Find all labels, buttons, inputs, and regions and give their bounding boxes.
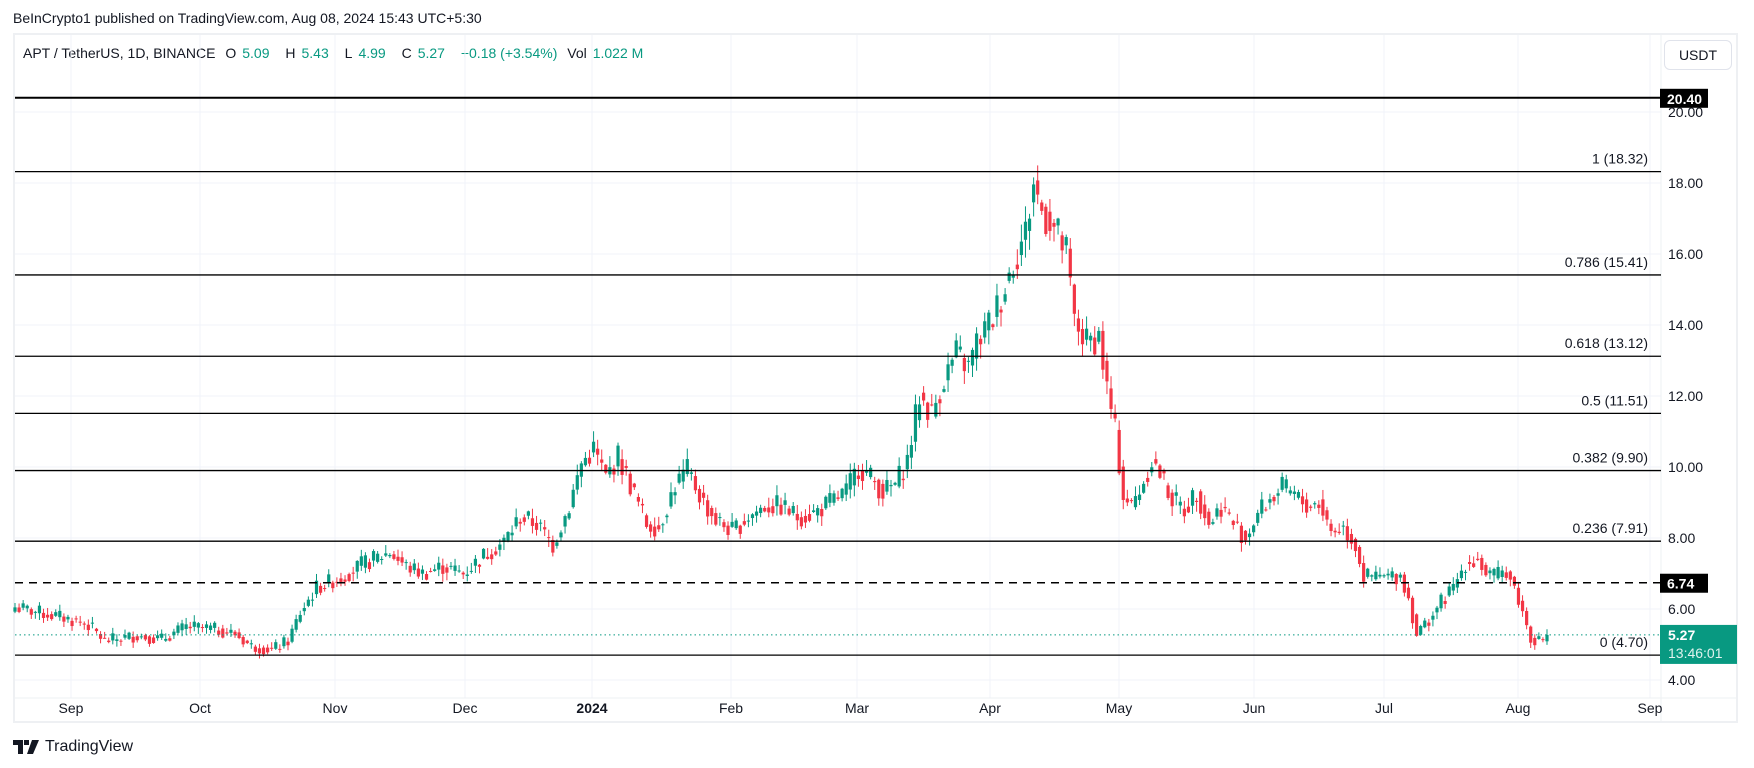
x-tick-label: Nov — [323, 700, 348, 716]
symbol-legend: APT / TetherUS, 1D, BINANCE O 5.09 H 5.43 … — [23, 45, 655, 61]
fib-level-label: 0.786 (15.41) — [1565, 254, 1648, 270]
y-tick-label: 16.00 — [1668, 246, 1703, 262]
price-tag-label: 6.74 — [1667, 576, 1694, 592]
tradingview-logo[interactable]: TradingView — [13, 738, 133, 756]
fib-level-label: 0.236 (7.91) — [1573, 520, 1649, 536]
fib-level-label: 0.382 (9.90) — [1573, 450, 1649, 466]
low-number: 4.99 — [358, 45, 386, 61]
y-tick-label: 18.00 — [1668, 175, 1703, 191]
publisher-caption: BeInCrypto1 published on TradingView.com… — [13, 10, 482, 26]
fib-level-label: 0 (4.70) — [1600, 634, 1648, 650]
open-value: O 5.09 — [225, 45, 275, 61]
y-tick-label: 14.00 — [1668, 317, 1703, 333]
y-tick-label: 20.00 — [1668, 104, 1703, 120]
open-label: O — [225, 45, 237, 61]
x-tick-label: May — [1106, 700, 1132, 716]
price-tag — [1660, 88, 1708, 108]
low-label: L — [344, 45, 353, 61]
tradingview-logo-text: TradingView — [45, 738, 134, 755]
close-number: 5.27 — [417, 45, 445, 61]
fib-level-label: 0.5 (11.51) — [1581, 392, 1648, 408]
x-tick-label: Sep — [1638, 700, 1663, 716]
y-tick-label: 12.00 — [1668, 388, 1703, 404]
current-price-label: 5.27 — [1668, 627, 1695, 643]
current-price-tag — [1660, 624, 1737, 664]
y-tick-label: 4.00 — [1668, 672, 1695, 688]
fib-level-label: 0.618 (13.12) — [1565, 335, 1648, 351]
x-tick-label: Feb — [719, 700, 743, 716]
x-tick-label: Jul — [1375, 700, 1393, 716]
x-tick-label: Mar — [845, 700, 869, 716]
low-value: L 4.99 — [345, 45, 392, 61]
volume-label: Vol — [567, 45, 587, 61]
y-tick-label: 6.00 — [1668, 601, 1695, 617]
price-tag-label: 20.40 — [1667, 91, 1702, 107]
x-tick-label: Dec — [453, 700, 478, 716]
high-value: H 5.43 — [285, 45, 334, 61]
candles — [13, 165, 1549, 659]
volume-number: 1.022 M — [592, 45, 644, 61]
fib-level-label: 1 (18.32) — [1592, 151, 1648, 167]
x-tick-label: 2024 — [576, 700, 607, 716]
chart-frame — [13, 33, 1738, 723]
y-tick-label: 8.00 — [1668, 530, 1695, 546]
volume-value: Vol 1.022 M — [567, 45, 649, 61]
price-tag — [1660, 573, 1708, 593]
x-tick-label: Oct — [189, 700, 211, 716]
high-label: H — [285, 45, 296, 61]
x-tick-label: Jun — [1243, 700, 1266, 716]
tradingview-logo-icon — [13, 740, 39, 754]
x-tick-label: Aug — [1506, 700, 1531, 716]
high-number: 5.43 — [301, 45, 329, 61]
close-label: C — [401, 45, 412, 61]
x-tick-label: Sep — [59, 700, 84, 716]
currency-button[interactable]: USDT — [1664, 40, 1732, 70]
open-number: 5.09 — [242, 45, 270, 61]
bar-countdown-label: 13:46:01 — [1668, 645, 1723, 661]
x-tick-label: Apr — [979, 700, 1001, 716]
close-value: C 5.27 — [402, 45, 451, 61]
y-tick-label: 10.00 — [1668, 459, 1703, 475]
change-value: +0.18 (+3.54%) — [460, 45, 558, 61]
